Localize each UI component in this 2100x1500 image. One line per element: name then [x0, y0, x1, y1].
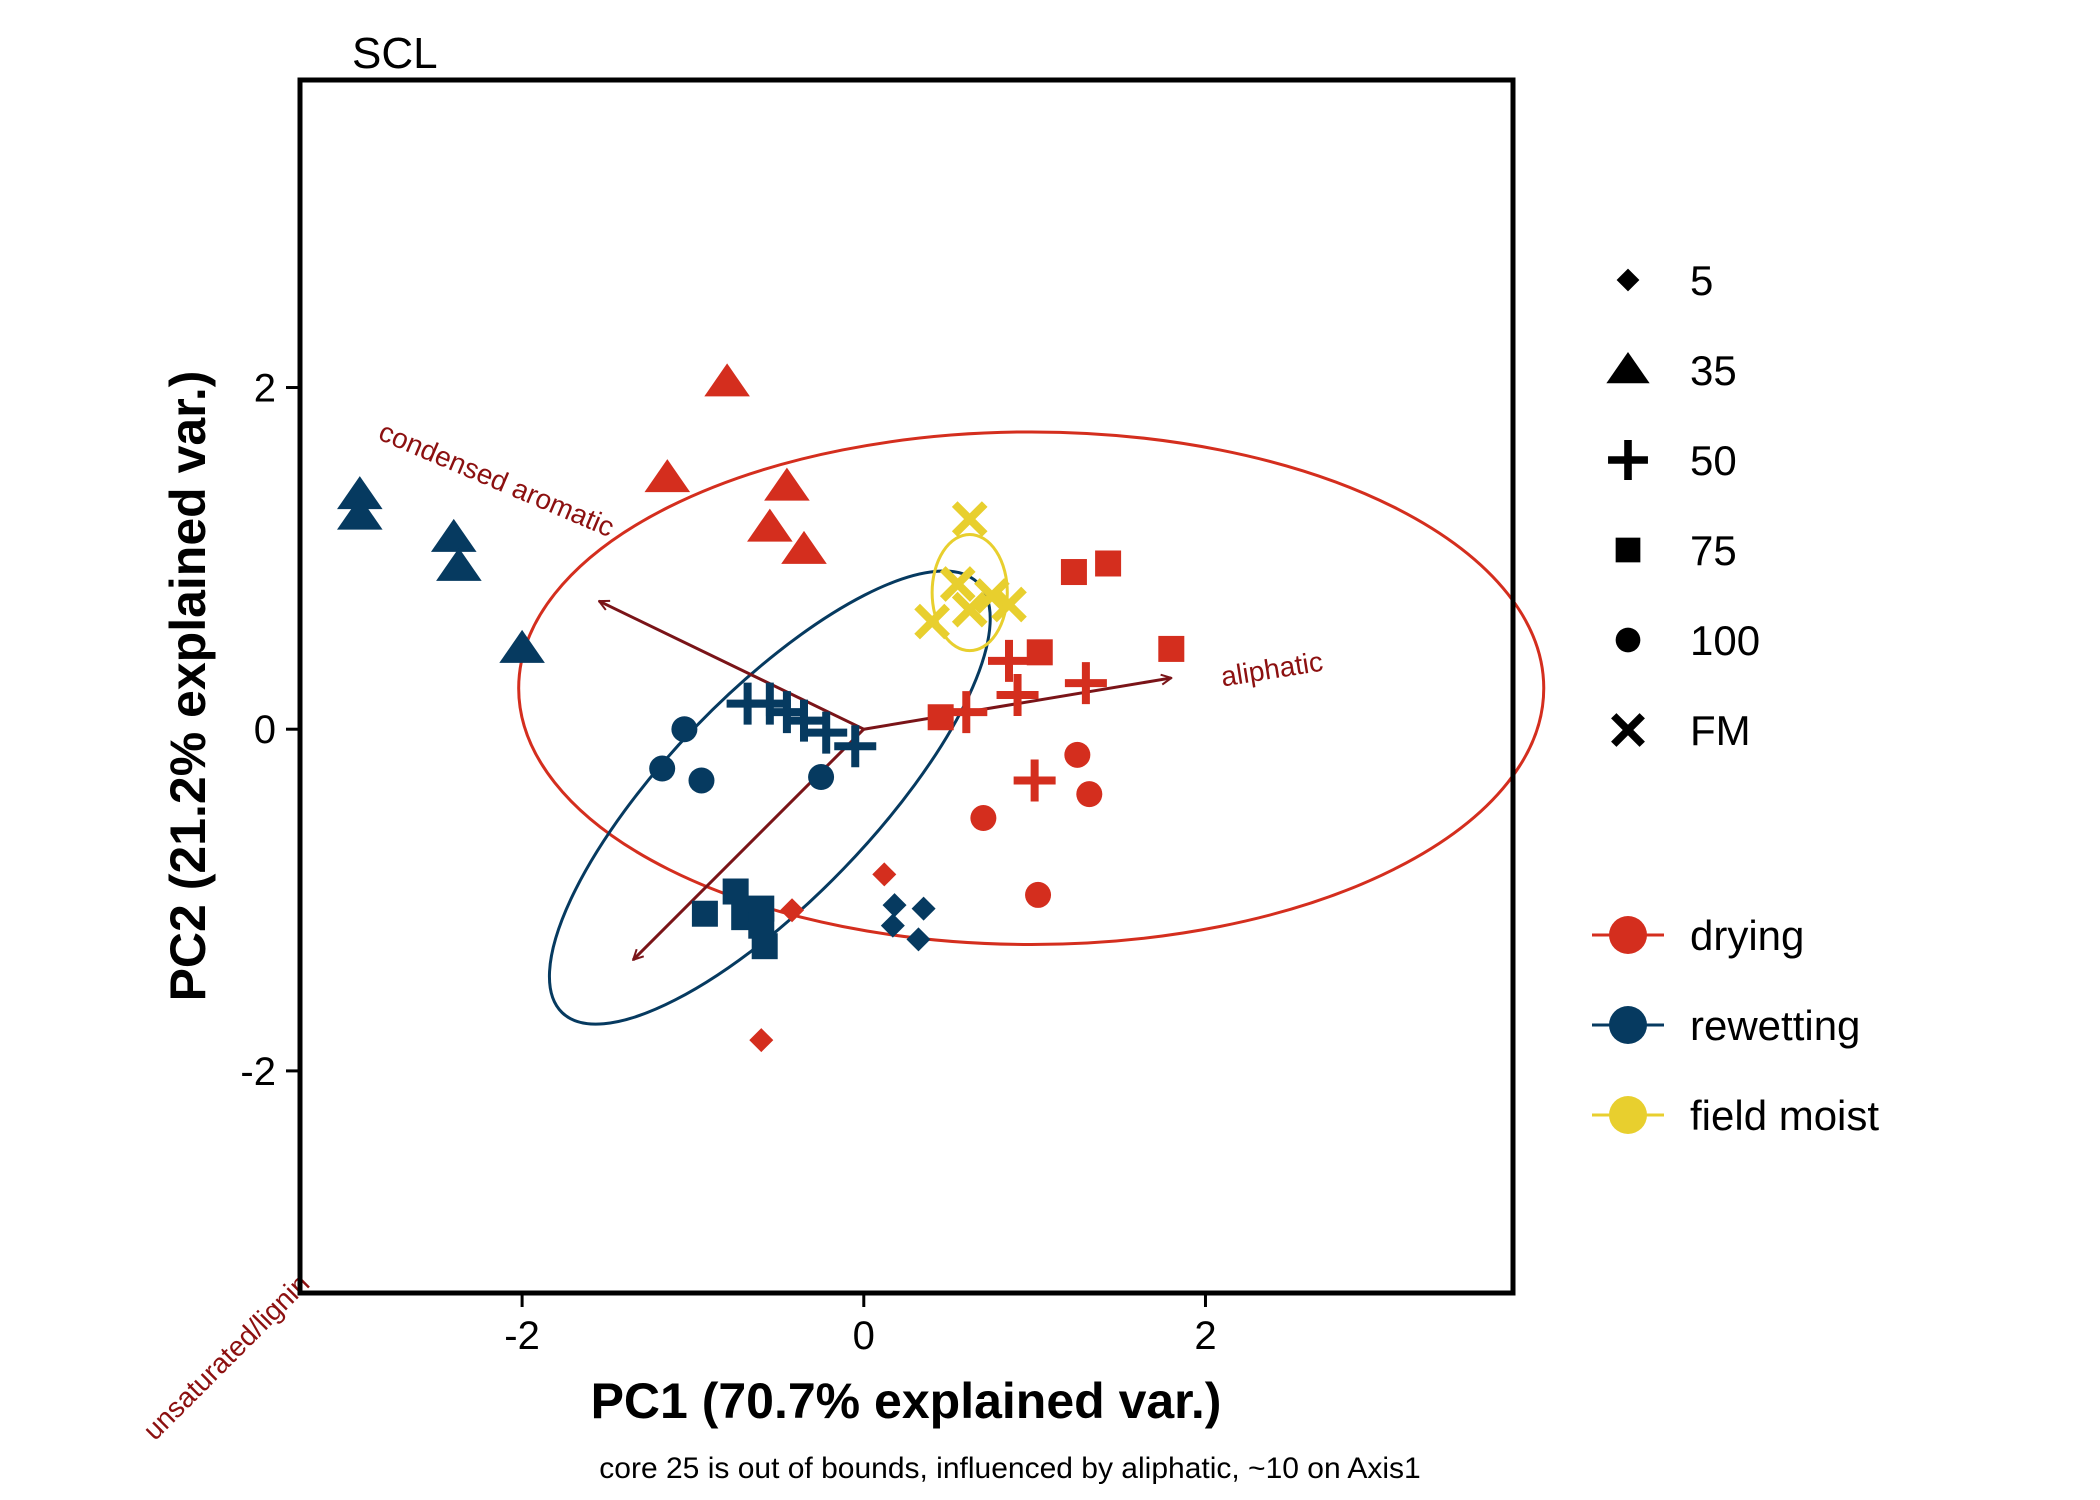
data-point-field-moist-cross: [914, 603, 950, 640]
data-point-drying-plus: [1064, 662, 1107, 705]
data-point-drying-square: [1095, 550, 1122, 577]
data-point-rewetting-square: [751, 933, 778, 960]
data-point-drying-triangle: [764, 467, 810, 501]
ellipses-layer: [517, 430, 1546, 1026]
data-point-drying-circle: [970, 805, 997, 832]
y-tick-label: 0: [254, 708, 276, 752]
legend-label: 100: [1690, 617, 1760, 664]
legend-label: rewetting: [1690, 1002, 1860, 1049]
data-point-rewetting-plus: [834, 725, 877, 768]
data-point-rewetting-diamond: [882, 893, 907, 918]
data-point-field-moist-cross: [951, 591, 988, 628]
plot-panel-border: [297, 77, 1516, 1296]
data-point-rewetting-square: [691, 900, 718, 927]
data-point-rewetting-diamond: [906, 927, 931, 952]
color-legend: drying rewetting field moist: [1592, 912, 1879, 1139]
data-point-rewetting-triangle: [336, 496, 383, 530]
legend-key-plus: [1608, 440, 1648, 480]
shape-legend: 5 35 50 75 100 FM: [1606, 257, 1760, 754]
legend-key-diamond: [1616, 268, 1640, 292]
data-point-rewetting-diamond: [911, 896, 936, 921]
confidence-ellipse-field-moist: [930, 532, 1009, 653]
y-axis-ticks: -2 0 2: [240, 367, 298, 1094]
points-layer: [336, 363, 1185, 1053]
legend-key-square: [1615, 537, 1641, 563]
legend-key-dot: [1609, 1096, 1647, 1134]
data-point-drying-triangle: [781, 530, 827, 564]
chart-title: SCL: [352, 29, 438, 78]
x-tick-label: 2: [1194, 1314, 1216, 1358]
data-point-rewetting-plus: [782, 699, 825, 742]
data-point-drying-square: [1158, 635, 1185, 662]
data-point-drying-circle: [1064, 741, 1091, 768]
data-point-rewetting-triangle: [336, 476, 383, 510]
legend-label: field moist: [1690, 1092, 1879, 1139]
x-axis-ticks: -2 0 2: [504, 1295, 1217, 1358]
loading-arrow-condensed-aromatic: [599, 599, 865, 731]
data-point-drying-plus: [945, 691, 988, 734]
data-point-drying-triangle: [704, 363, 750, 397]
data-point-rewetting-circle: [649, 755, 676, 782]
data-point-rewetting-square: [722, 878, 749, 905]
legend-key-circle: [1615, 627, 1641, 653]
loading-label-unsaturated-lignin: unsaturated/lignin: [137, 1268, 315, 1446]
x-tick-label: -2: [504, 1314, 540, 1358]
data-point-drying-circle: [1025, 881, 1052, 908]
data-point-field-moist-cross: [951, 501, 988, 537]
data-point-drying-square: [1060, 559, 1087, 586]
data-point-rewetting-triangle: [430, 518, 477, 552]
data-point-drying-circle: [1076, 781, 1103, 808]
chart-caption: core 25 is out of bounds, influenced by …: [599, 1452, 1420, 1485]
data-point-rewetting-circle: [671, 716, 698, 743]
x-tick-label: 0: [853, 1314, 875, 1358]
data-point-drying-diamond: [749, 1028, 774, 1053]
loading-label-aliphatic: aliphatic: [1219, 646, 1325, 693]
y-axis-label: PC2 (21.2% explained var.): [160, 371, 216, 1002]
x-axis-label: PC1 (70.7% explained var.): [591, 1373, 1222, 1429]
loading-label-condensed-aromatic: condensed aromatic: [375, 416, 619, 543]
data-point-field-moist-cross: [991, 586, 1027, 623]
data-point-rewetting-triangle: [499, 629, 545, 663]
legend-key-dot: [1609, 916, 1647, 954]
legend-label: 75: [1690, 527, 1737, 574]
y-tick-label: 2: [254, 367, 276, 411]
data-point-drying-diamond: [780, 898, 805, 923]
legend-key-dot: [1609, 1006, 1647, 1044]
legend-label: drying: [1690, 912, 1804, 959]
data-point-drying-triangle: [747, 508, 793, 542]
data-point-drying-plus: [1013, 759, 1056, 802]
data-point-rewetting-plus: [805, 711, 848, 754]
confidence-ellipse-drying: [517, 430, 1546, 946]
legend-label: 5: [1690, 257, 1713, 304]
data-point-drying-square: [1026, 639, 1053, 666]
data-point-rewetting-diamond: [880, 913, 905, 938]
legend-key-triangle: [1606, 351, 1650, 384]
data-point-drying-diamond: [872, 862, 897, 887]
data-point-rewetting-circle: [808, 764, 835, 791]
data-point-drying-triangle: [644, 459, 691, 493]
data-point-rewetting-triangle: [436, 547, 482, 581]
legend-label: 50: [1690, 437, 1737, 484]
data-point-drying-plus: [988, 639, 1031, 682]
legend-label: FM: [1690, 707, 1751, 754]
data-point-field-moist-cross: [939, 566, 976, 602]
data-point-rewetting-circle: [688, 767, 715, 794]
legend-label: 35: [1690, 347, 1737, 394]
y-tick-label: -2: [240, 1050, 276, 1094]
legend-key-cross: [1611, 713, 1645, 747]
data-point-drying-plus: [996, 674, 1039, 717]
